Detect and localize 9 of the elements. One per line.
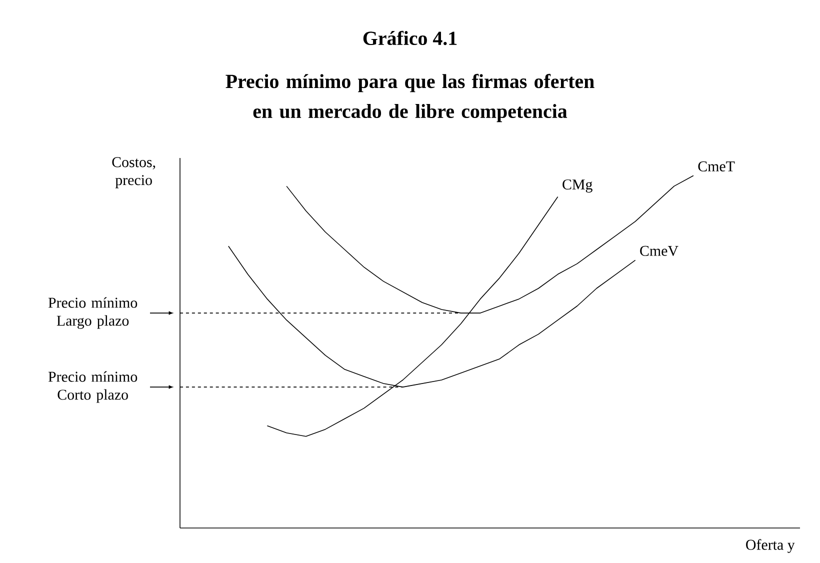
ref-line-label: Precio mínimo Corto plazo (48, 371, 138, 403)
series-label: CmeV (640, 246, 678, 256)
series-label: CMg (562, 179, 592, 193)
ref-line-label: Precio mínimo Largo plazo (48, 297, 138, 329)
x-axis-title: Oferta y (746, 539, 795, 553)
chart-subtitle: Precio mínimo para que las firmas oferten en un mercado de libre competencia (226, 74, 594, 122)
y-axis-title: Costos, precio (112, 157, 156, 188)
series-label: CmeT (698, 161, 735, 172)
chart-title: Gráfico 4.1 (363, 30, 457, 46)
